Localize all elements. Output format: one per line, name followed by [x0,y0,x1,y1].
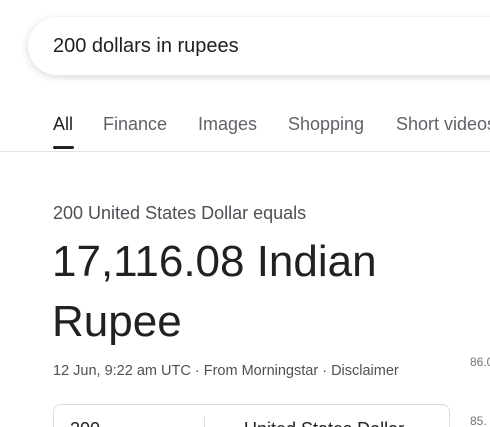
conversion-meta: 12 Jun, 9:22 am UTC · From Morningstar ·… [53,363,399,379]
conversion-equals-text: 200 United States Dollar equals [53,203,307,223]
conversion-timestamp: 12 Jun, 9:22 am UTC [53,363,191,379]
search-tabs: All Finance Images Shopping Short videos [0,100,490,152]
meta-separator: · [322,363,328,379]
tab-finance[interactable]: Finance [103,114,168,134]
search-box[interactable] [28,17,490,75]
chart-axis-label: 86.0 [470,355,490,369]
data-source: From Morningstar [203,363,319,379]
tab-shopping[interactable]: Shopping [288,114,365,134]
amount-input[interactable] [70,419,190,427]
converter-divider [204,417,205,427]
active-tab-indicator [53,146,74,149]
tab-images[interactable]: Images [198,114,258,134]
search-input[interactable] [53,31,473,61]
tab-all[interactable]: All [53,114,74,134]
currency-select[interactable]: United States Dollar [244,419,404,427]
conversion-result: 17,116.08 Indian Rupee [52,237,377,346]
disclaimer-link[interactable]: Disclaimer [331,363,399,379]
meta-separator: · [194,363,200,379]
currency-converter: United States Dollar [53,404,450,427]
chart-axis-label: 85. [470,414,487,427]
tab-short-videos[interactable]: Short videos [396,114,490,134]
